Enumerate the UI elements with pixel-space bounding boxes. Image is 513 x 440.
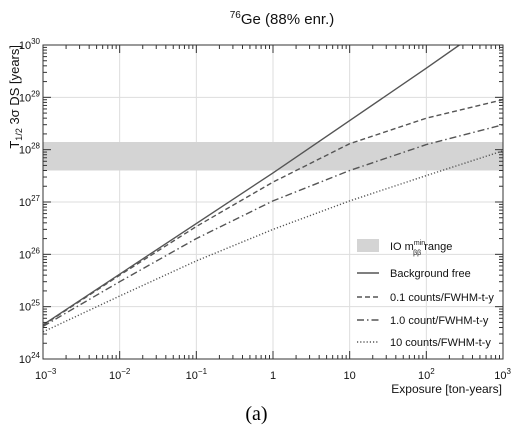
title-isotope-mass: 76	[230, 10, 242, 21]
y-axis-label: T1/2 3σ DS [years]	[7, 45, 24, 149]
x-tick-label-exp: −2	[121, 367, 131, 376]
y-label-sub: 1/2	[14, 128, 24, 141]
axis-ticks	[42, 44, 504, 360]
y-tick-label-exp: 29	[31, 89, 40, 98]
x-tick-label-exp: 3	[507, 367, 512, 376]
y-tick-label-exp: 28	[31, 142, 40, 151]
x-tick-label-base: 10	[186, 370, 198, 382]
legend-label: Background free	[390, 268, 471, 280]
y-label-rest: 3σ DS [years]	[7, 45, 22, 128]
y-tick-label-base: 10	[19, 354, 31, 366]
legend-band-label: IO mmin ββ range	[390, 240, 452, 257]
x-tick-label: 10−2	[109, 367, 131, 382]
x-tick-label-exp: 2	[430, 367, 435, 376]
x-tick-label: 10	[344, 370, 356, 382]
chart: 76Ge (88% enr.) 10−3 10−2 10−1 1 10 102 103 10…	[7, 10, 512, 396]
legend-band-swatch	[357, 239, 379, 252]
y-tick-label-base: 10	[19, 249, 31, 261]
x-tick-label-base: 1	[270, 370, 276, 382]
x-tick-label-base: 10	[109, 370, 121, 382]
series-layer	[43, 45, 503, 333]
y-label-base: T	[7, 141, 22, 149]
io-range-band	[43, 142, 503, 171]
y-tick-label-base: 10	[19, 302, 31, 314]
x-tick-label: 103	[494, 367, 511, 382]
y-tick-label: 1029	[19, 89, 41, 104]
x-tick-label-exp: −3	[47, 367, 57, 376]
x-tick-label: 102	[418, 367, 435, 382]
legend: IO mmin ββ range Background free 0.1 counts…	[357, 239, 494, 349]
x-tick-label: 10−1	[186, 367, 208, 382]
y-tick-label-exp: 26	[31, 246, 40, 255]
series-line-dashed	[43, 99, 503, 326]
y-tick-label-exp: 27	[31, 194, 40, 203]
x-tick-label-exp: −1	[198, 367, 208, 376]
legend-band-label-part: min	[414, 240, 425, 247]
x-axis-label: Exposure [ton-years]	[391, 382, 502, 396]
y-tick-label: 1028	[19, 142, 41, 157]
legend-band-label-part: ββ	[413, 250, 421, 257]
legend-band-label-part: range	[421, 241, 452, 253]
x-tick-labels: 10−3 10−2 10−1 1 10 102 103	[35, 367, 512, 382]
series-line-dashdot	[43, 124, 503, 328]
y-tick-label-exp: 24	[31, 351, 40, 360]
x-tick-label-base: 10	[35, 370, 47, 382]
band-layer	[43, 142, 503, 171]
legend-label: 0.1 counts/FWHM-t-y	[390, 292, 494, 304]
y-tick-label: 1025	[19, 299, 41, 314]
x-tick-label-base: 10	[344, 370, 356, 382]
x-tick-label: 1	[270, 370, 276, 382]
chart-title: 76Ge (88% enr.)	[230, 10, 335, 28]
y-tick-label-base: 10	[19, 40, 31, 52]
y-tick-label: 1027	[19, 194, 41, 209]
y-tick-label: 1024	[19, 351, 41, 366]
y-tick-label-base: 10	[19, 197, 31, 209]
legend-label: 10 counts/FWHM-t-y	[390, 337, 491, 349]
y-tick-label-exp: 25	[31, 299, 40, 308]
x-tick-label-base: 10	[494, 370, 506, 382]
x-tick-label-base: 10	[418, 370, 430, 382]
y-tick-label-base: 10	[19, 145, 31, 157]
x-tick-label: 10−3	[35, 367, 57, 382]
y-tick-label: 1026	[19, 246, 41, 261]
series-line-solid	[43, 45, 460, 326]
grid-lines	[42, 44, 504, 360]
title-main: Ge (88% enr.)	[241, 11, 334, 28]
legend-band-label-part: IO m	[390, 241, 414, 253]
y-tick-label: 1030	[19, 37, 41, 52]
y-tick-label-base: 10	[19, 92, 31, 104]
y-tick-label-exp: 30	[31, 37, 40, 46]
figure-caption: (a)	[245, 403, 268, 425]
legend-label: 1.0 count/FWHM-t-y	[390, 315, 489, 327]
